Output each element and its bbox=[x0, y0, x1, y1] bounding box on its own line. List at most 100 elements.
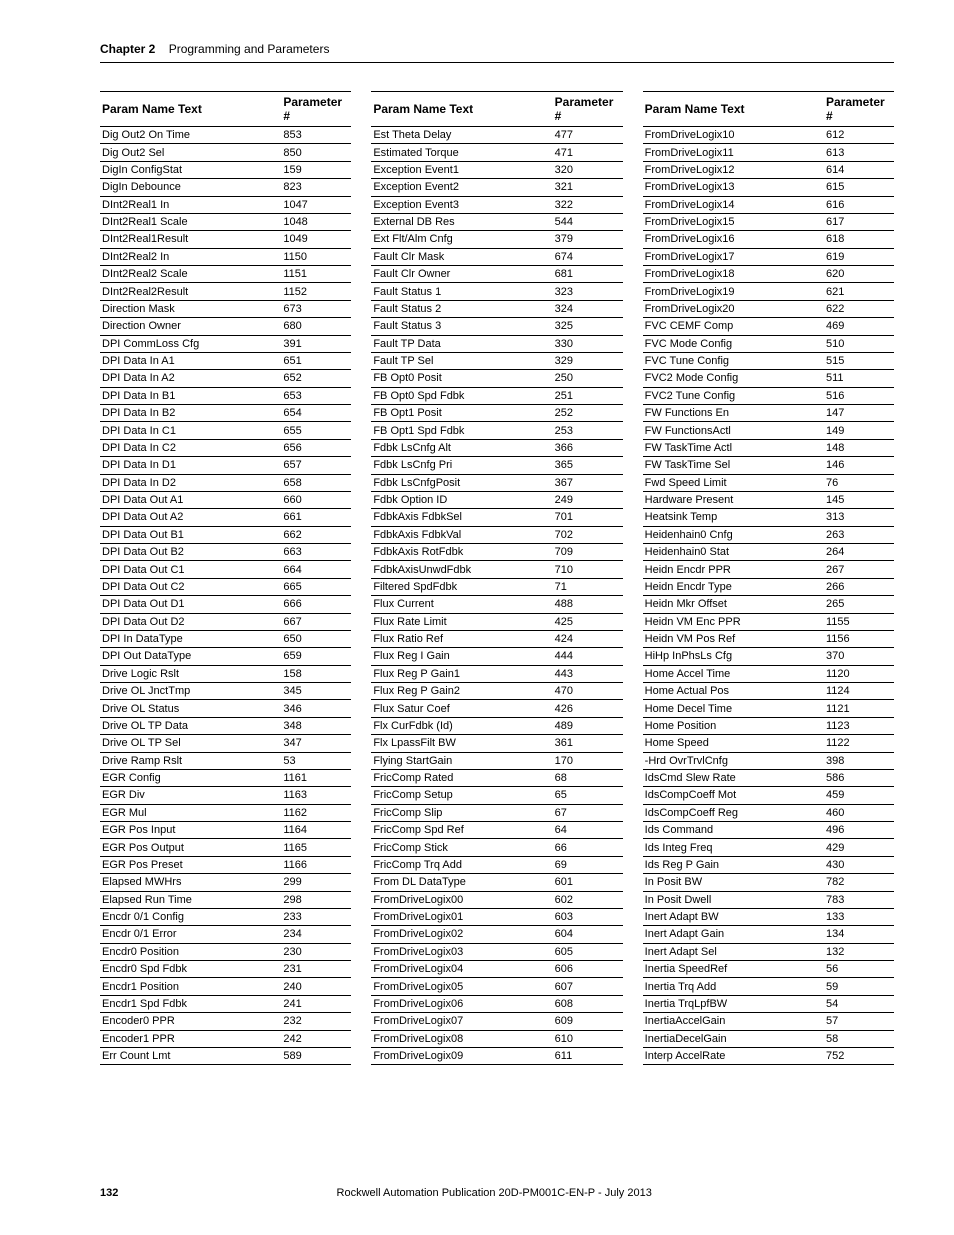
param-number-cell: 610 bbox=[553, 1030, 623, 1047]
param-number-cell: 469 bbox=[824, 318, 894, 335]
param-number-cell: 667 bbox=[281, 613, 351, 630]
table-row: FromDriveLogix15617 bbox=[643, 213, 894, 230]
param-name-cell: DPI Out DataType bbox=[100, 648, 281, 665]
param-number-cell: 324 bbox=[553, 300, 623, 317]
table-row: Flux Current488 bbox=[371, 596, 622, 613]
param-number-cell: 654 bbox=[281, 405, 351, 422]
param-number-cell: 823 bbox=[281, 179, 351, 196]
param-number-cell: 231 bbox=[281, 961, 351, 978]
table-row: Home Speed1122 bbox=[643, 735, 894, 752]
table-row: FromDriveLogix18620 bbox=[643, 266, 894, 283]
param-number-cell: 1165 bbox=[281, 839, 351, 856]
table-row: FromDriveLogix02604 bbox=[371, 926, 622, 943]
param-number-cell: 132 bbox=[824, 943, 894, 960]
param-name-cell: FB Opt1 Posit bbox=[371, 405, 552, 422]
param-number-cell: 234 bbox=[281, 926, 351, 943]
param-number-cell: 58 bbox=[824, 1030, 894, 1047]
param-number-cell: 650 bbox=[281, 630, 351, 647]
param-number-cell: 589 bbox=[281, 1047, 351, 1064]
table-row: FromDriveLogix20622 bbox=[643, 300, 894, 317]
table-row: FromDriveLogix03605 bbox=[371, 943, 622, 960]
parameter-table: Param Name TextParameter #FromDriveLogix… bbox=[643, 91, 894, 1065]
param-name-cell: FromDriveLogix16 bbox=[643, 231, 824, 248]
param-name-cell: Heidn VM Enc PPR bbox=[643, 613, 824, 630]
table-row: DPI Out DataType659 bbox=[100, 648, 351, 665]
table-row: DPI Data In B1653 bbox=[100, 387, 351, 404]
param-number-cell: 709 bbox=[553, 544, 623, 561]
table-row: FW FunctionsActl149 bbox=[643, 422, 894, 439]
param-name-cell: InertiaDecelGain bbox=[643, 1030, 824, 1047]
table-row: FB Opt0 Spd Fdbk251 bbox=[371, 387, 622, 404]
table-row: FromDriveLogix14616 bbox=[643, 196, 894, 213]
param-number-cell: 515 bbox=[824, 352, 894, 369]
param-number-cell: 134 bbox=[824, 926, 894, 943]
table-row: FW TaskTime Actl148 bbox=[643, 439, 894, 456]
param-name-cell: DPI Data In C1 bbox=[100, 422, 281, 439]
param-name-cell: DPI Data In D1 bbox=[100, 457, 281, 474]
param-number-cell: 622 bbox=[824, 300, 894, 317]
param-name-cell: DInt2Real2 In bbox=[100, 248, 281, 265]
param-name-cell: Encdr1 Spd Fdbk bbox=[100, 995, 281, 1012]
param-number-cell: 611 bbox=[553, 1047, 623, 1064]
table-row: DInt2Real1 Scale1048 bbox=[100, 213, 351, 230]
param-number-cell: 665 bbox=[281, 578, 351, 595]
table-row: Fault Status 1323 bbox=[371, 283, 622, 300]
param-name-cell: FVC2 Tune Config bbox=[643, 387, 824, 404]
param-number-cell: 1152 bbox=[281, 283, 351, 300]
param-name-cell: FromDriveLogix20 bbox=[643, 300, 824, 317]
table-row: Inert Adapt BW133 bbox=[643, 908, 894, 925]
param-number-cell: 621 bbox=[824, 283, 894, 300]
table-row: DPI Data In C2656 bbox=[100, 439, 351, 456]
param-name-cell: Home Accel Time bbox=[643, 665, 824, 682]
param-number-cell: 330 bbox=[553, 335, 623, 352]
table-row: FromDriveLogix16618 bbox=[643, 231, 894, 248]
table-row: DPI Data Out D2667 bbox=[100, 613, 351, 630]
table-row: Exception Event3322 bbox=[371, 196, 622, 213]
table-row: Heidn VM Pos Ref1156 bbox=[643, 630, 894, 647]
param-number-cell: 586 bbox=[824, 769, 894, 786]
param-name-cell: DPI Data Out A1 bbox=[100, 491, 281, 508]
param-number-cell: 606 bbox=[553, 961, 623, 978]
table-row: Flux Satur Coef426 bbox=[371, 700, 622, 717]
param-name-cell: FromDriveLogix19 bbox=[643, 283, 824, 300]
param-number-cell: 752 bbox=[824, 1047, 894, 1064]
param-number-cell: 298 bbox=[281, 891, 351, 908]
param-name-cell: DInt2Real1 Scale bbox=[100, 213, 281, 230]
table-row: IdsCompCoeff Mot459 bbox=[643, 787, 894, 804]
param-number-cell: 603 bbox=[553, 908, 623, 925]
parameter-table: Param Name TextParameter #Dig Out2 On Ti… bbox=[100, 91, 351, 1065]
param-number-cell: 241 bbox=[281, 995, 351, 1012]
param-name-cell: EGR Div bbox=[100, 787, 281, 804]
param-name-cell: Inert Adapt BW bbox=[643, 908, 824, 925]
param-number-cell: 701 bbox=[553, 509, 623, 526]
param-number-cell: 661 bbox=[281, 509, 351, 526]
table-row: Drive Ramp Rslt53 bbox=[100, 752, 351, 769]
table-row: DPI Data Out D1666 bbox=[100, 596, 351, 613]
param-name-cell: Drive OL Status bbox=[100, 700, 281, 717]
param-number-cell: 232 bbox=[281, 1013, 351, 1030]
param-name-cell: Fdbk Option ID bbox=[371, 491, 552, 508]
param-name-cell: FricComp Rated bbox=[371, 769, 552, 786]
table-row: FricComp Setup65 bbox=[371, 787, 622, 804]
param-name-cell: FricComp Trq Add bbox=[371, 856, 552, 873]
param-number-cell: 57 bbox=[824, 1013, 894, 1030]
table-row: InertiaAccelGain57 bbox=[643, 1013, 894, 1030]
param-number-cell: 1164 bbox=[281, 822, 351, 839]
param-number-cell: 265 bbox=[824, 596, 894, 613]
param-name-cell: Dig Out2 On Time bbox=[100, 127, 281, 144]
param-name-cell: Estimated Torque bbox=[371, 144, 552, 161]
param-number-cell: 146 bbox=[824, 457, 894, 474]
param-name-cell: FdbkAxisUnwdFdbk bbox=[371, 561, 552, 578]
param-number-cell: 602 bbox=[553, 891, 623, 908]
table-row: Fault TP Data330 bbox=[371, 335, 622, 352]
param-name-cell: FromDriveLogix06 bbox=[371, 995, 552, 1012]
param-name-cell: Drive OL TP Data bbox=[100, 717, 281, 734]
param-name-cell: DPI Data In D2 bbox=[100, 474, 281, 491]
param-name-cell: EGR Pos Output bbox=[100, 839, 281, 856]
param-name-cell: Encdr1 Position bbox=[100, 978, 281, 995]
chapter-title: Programming and Parameters bbox=[169, 42, 330, 56]
param-name-cell: Exception Event1 bbox=[371, 161, 552, 178]
param-name-cell: FW TaskTime Sel bbox=[643, 457, 824, 474]
param-number-cell: 652 bbox=[281, 370, 351, 387]
param-name-cell: DPI Data Out C1 bbox=[100, 561, 281, 578]
